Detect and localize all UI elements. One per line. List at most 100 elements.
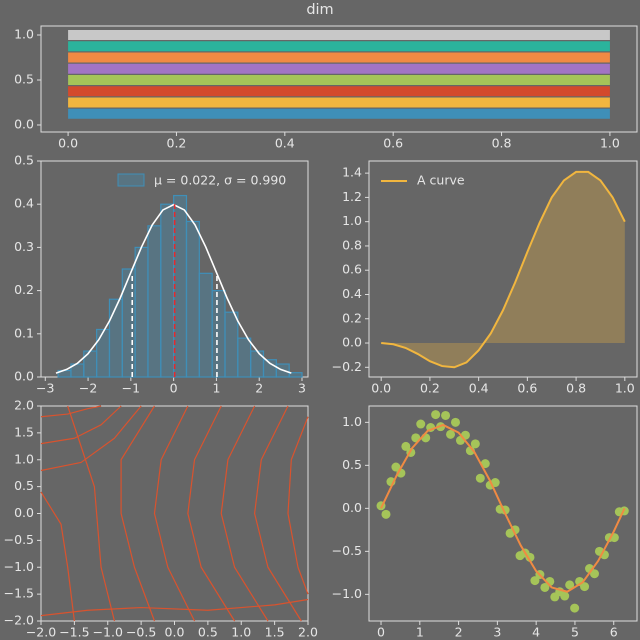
y-tick-label: 1.0 (342, 414, 362, 429)
y-tick-label: 1.2 (342, 189, 362, 204)
y-tick-label: 0.4 (342, 286, 362, 301)
y-tick-label: 0.5 (14, 153, 34, 168)
streamline (40, 405, 102, 418)
x-tick-label: 0.6 (383, 136, 403, 151)
x-tick-label: 0 (377, 625, 385, 640)
x-tick-label: −2.0 (26, 625, 56, 640)
x-tick-label: 2 (255, 381, 263, 396)
histogram-bar (134, 246, 149, 378)
streamline (40, 405, 122, 445)
x-tick-label: 0.4 (469, 381, 489, 396)
streamline (40, 405, 142, 472)
histogram-bar (147, 225, 162, 378)
figure-title: dim (306, 2, 333, 18)
histogram-bar (173, 194, 188, 378)
scatter-point (416, 419, 426, 429)
scatter-point (570, 603, 580, 613)
pdf-curve (55, 203, 292, 374)
x-tick-label: −1.0 (93, 625, 123, 640)
scatter-point (401, 441, 411, 451)
x-tick-label: 1 (212, 381, 220, 396)
x-tick-label: −2 (79, 381, 97, 396)
streamline (40, 598, 309, 617)
axes-frame (40, 25, 638, 133)
x-tick-label: 6 (610, 625, 618, 640)
streamline (67, 405, 116, 622)
y-tick-label: −0.2 (332, 359, 362, 374)
x-tick-label: 1.5 (265, 625, 285, 640)
legend-label: A curve (417, 173, 465, 188)
histogram-bar (198, 272, 213, 378)
y-tick-label: 1.4 (342, 165, 362, 180)
legend-swatch (117, 173, 145, 187)
x-tick-label: −1 (122, 381, 140, 396)
x-tick-label: 1 (416, 625, 424, 640)
scatter-point (470, 439, 480, 449)
streamline (153, 405, 196, 622)
scatter-point (381, 509, 391, 519)
y-tick-label: 0.5 (14, 478, 34, 493)
scatter-point (475, 473, 485, 483)
y-tick-label: 0.0 (14, 505, 34, 520)
y-tick-label: 0.8 (342, 237, 362, 252)
y-tick-label: 0.2 (14, 282, 34, 297)
scatter-point (441, 410, 451, 420)
fit-line (380, 423, 626, 593)
x-tick-label: 3 (298, 381, 306, 396)
y-tick-label: −1.5 (4, 586, 34, 601)
x-tick-label: 0.4 (275, 136, 295, 151)
x-tick-label: 0.0 (58, 136, 78, 151)
area-fill (381, 171, 625, 368)
y-tick-label: 0.1 (14, 325, 34, 340)
y-tick-label: 1.5 (14, 424, 34, 439)
histogram-bar (288, 372, 303, 378)
streamline (40, 491, 75, 622)
x-tick-label: 2.0 (298, 625, 318, 640)
y-tick-label: 0.3 (14, 239, 34, 254)
histogram-bar (185, 220, 200, 378)
streamline (287, 416, 309, 595)
x-tick-label: 0.0 (371, 381, 391, 396)
x-tick-label: 0.2 (167, 136, 187, 151)
x-tick-label: 0.2 (420, 381, 440, 396)
scatter-point (446, 429, 456, 439)
x-tick-label: 0 (170, 381, 178, 396)
y-tick-label: 1.0 (14, 451, 34, 466)
scatter-point (450, 417, 460, 427)
x-tick-label: 0.5 (198, 625, 218, 640)
x-tick-label: 1.0 (231, 625, 251, 640)
scatter-point (589, 569, 599, 579)
scatter-point (580, 582, 590, 592)
x-tick-label: 0.0 (165, 625, 185, 640)
x-tick-label: −3 (36, 381, 54, 396)
y-tick-label: 0.0 (14, 369, 34, 384)
histogram-bar (96, 328, 111, 378)
y-tick-label: 0.4 (14, 196, 34, 211)
x-tick-label: 3 (493, 625, 501, 640)
axes-frame (368, 405, 638, 622)
x-tick-label: 2 (455, 625, 463, 640)
streamline (187, 405, 236, 622)
streamline (220, 405, 269, 622)
streamline (120, 405, 156, 622)
axes-frame (368, 160, 638, 378)
y-tick-label: 0.5 (14, 71, 34, 86)
y-tick-label: 1.0 (342, 213, 362, 228)
y-tick-label: −1.0 (4, 559, 34, 574)
scatter-point (431, 410, 441, 420)
y-tick-label: −1.0 (332, 586, 362, 601)
x-tick-label: 1.0 (615, 381, 635, 396)
scatter-point (540, 582, 550, 592)
histogram-bar (211, 290, 226, 378)
scatter-point (560, 591, 570, 601)
scatter-point (525, 552, 535, 562)
x-tick-label: 0.8 (566, 381, 586, 396)
y-tick-label: 0.2 (342, 310, 362, 325)
scatter-point (391, 462, 401, 472)
histogram-bar (108, 298, 123, 378)
scatter-point (565, 580, 575, 590)
x-tick-label: 1.0 (600, 136, 620, 151)
histogram-bar (160, 203, 175, 378)
line (381, 170, 626, 369)
